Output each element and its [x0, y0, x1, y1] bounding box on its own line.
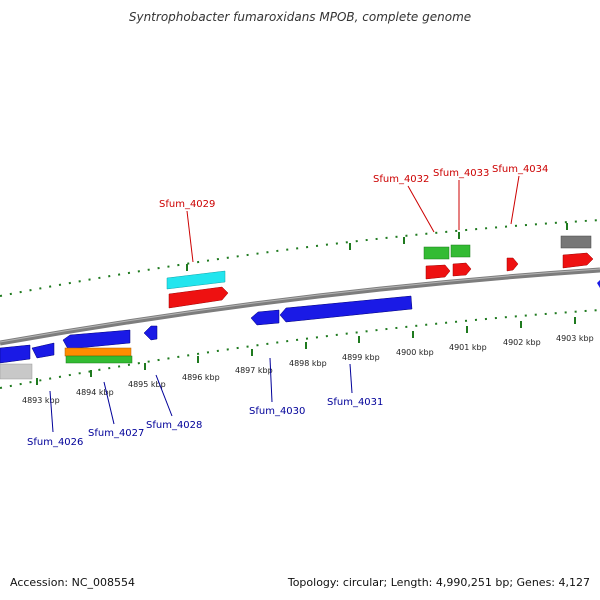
gene-sfum-4028[interactable]: [143, 325, 158, 341]
upper-scale-major-ticks: [186, 223, 568, 271]
gene-sfum-4026-left[interactable]: [0, 344, 31, 364]
lower-scale-major-ticks: [36, 317, 576, 385]
gene-sfum-4031[interactable]: [279, 295, 413, 323]
gene-sfum-4026[interactable]: [31, 342, 55, 359]
kbp-label: 4901 kbp: [449, 343, 487, 352]
gene-sfum-4032-green[interactable]: [423, 246, 450, 260]
gene-sfum-4033-green[interactable]: [450, 244, 471, 258]
genome-backbone: [0, 267, 600, 346]
gene-label[interactable]: Sfum_4028: [146, 420, 202, 431]
kbp-label: 4893 kbp: [22, 396, 60, 405]
kbp-label: 4903 kbp: [556, 334, 594, 343]
callout-sfum-4031: [349, 363, 353, 394]
callout-sfum-4032: [407, 185, 435, 233]
gene-sfum-4029[interactable]: [168, 286, 229, 309]
gene-sfum-4027-blue[interactable]: [62, 329, 131, 350]
gene-sfum-4027-orange[interactable]: [64, 347, 132, 357]
gene-label[interactable]: Sfum_4029: [159, 199, 215, 210]
kbp-label: 4894 kbp: [76, 388, 114, 397]
gene-label[interactable]: Sfum_4030: [249, 406, 305, 417]
gene-sfum-4029-cyan[interactable]: [166, 270, 226, 290]
lower-scale-dots: [0, 309, 600, 389]
upper-scale-dots: [0, 219, 600, 297]
gene-label[interactable]: Sfum_4027: [88, 428, 144, 439]
genome-backbone-highlight: [0, 268, 600, 343]
gene-label[interactable]: Sfum_4026: [27, 437, 83, 448]
callout-sfum-4026: [49, 390, 54, 433]
gene-sfum-4032[interactable]: [425, 264, 451, 280]
gene-lightgray-left[interactable]: [0, 363, 33, 380]
gene-labels-bottom: Sfum_4026 Sfum_4027 Sfum_4028 Sfum_4030 …: [27, 397, 383, 448]
callout-sfum-4027: [103, 381, 115, 425]
accession-text: Accession: NC_008554: [10, 576, 136, 589]
kbp-label: 4902 kbp: [503, 338, 541, 347]
lower-scale: [0, 309, 600, 389]
gene-gray-right[interactable]: [560, 235, 592, 249]
kbp-labels: 4893 kbp 4894 kbp 4895 kbp 4896 kbp 4897…: [22, 334, 594, 405]
upper-scale: [0, 219, 600, 297]
genome-title: Syntrophobacter fumaroxidans MPOB, compl…: [128, 10, 472, 24]
callout-lines: [49, 175, 520, 433]
callout-sfum-4029: [186, 210, 194, 263]
kbp-label: 4900 kbp: [396, 348, 434, 357]
gene-label[interactable]: Sfum_4032: [373, 174, 429, 185]
callout-sfum-4028: [155, 374, 173, 417]
reverse-genes: [0, 280, 600, 380]
gene-labels-top: Sfum_4029 Sfum_4032 Sfum_4033 Sfum_4034: [159, 164, 548, 210]
kbp-label: 4896 kbp: [182, 373, 220, 382]
gene-sfum-4030[interactable]: [250, 309, 280, 326]
gene-label[interactable]: Sfum_4033: [433, 168, 489, 179]
kbp-label: 4899 kbp: [342, 353, 380, 362]
gene-label[interactable]: Sfum_4031: [327, 397, 383, 408]
callout-sfum-4034: [510, 175, 520, 225]
kbp-label: 4897 kbp: [235, 366, 273, 375]
gene-blue-right-edge[interactable]: [597, 280, 600, 288]
kbp-label: 4898 kbp: [289, 359, 327, 368]
gene-sfum-4027-green[interactable]: [65, 355, 133, 364]
gene-sfum-4033[interactable]: [452, 262, 472, 277]
forward-genes: [166, 235, 594, 309]
kbp-label: 4895 kbp: [128, 380, 166, 389]
genome-summary-text: Topology: circular; Length: 4,990,251 bp…: [287, 576, 590, 589]
gene-sfum-4034[interactable]: [506, 257, 519, 272]
gene-label[interactable]: Sfum_4034: [492, 164, 548, 175]
gene-red-right[interactable]: [562, 252, 594, 269]
callout-sfum-4030: [269, 357, 273, 403]
